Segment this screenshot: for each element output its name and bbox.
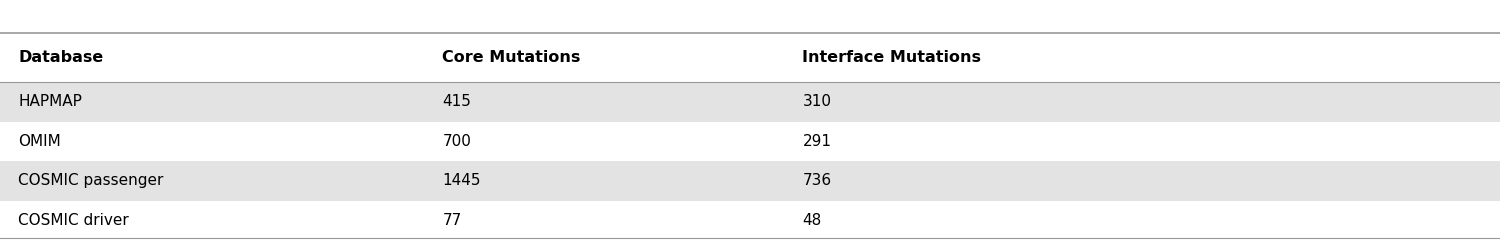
Text: Interface Mutations: Interface Mutations: [802, 50, 981, 66]
Text: Core Mutations: Core Mutations: [442, 50, 580, 66]
Text: 291: 291: [802, 134, 831, 149]
Text: COSMIC passenger: COSMIC passenger: [18, 173, 164, 188]
Text: 77: 77: [442, 213, 462, 228]
Text: 700: 700: [442, 134, 471, 149]
Text: HAPMAP: HAPMAP: [18, 94, 82, 109]
Text: 736: 736: [802, 173, 831, 188]
Text: 1445: 1445: [442, 173, 482, 188]
Text: Database: Database: [18, 50, 104, 66]
Text: COSMIC driver: COSMIC driver: [18, 213, 129, 228]
Text: 48: 48: [802, 213, 822, 228]
Text: 310: 310: [802, 94, 831, 109]
Text: 415: 415: [442, 94, 471, 109]
Bar: [0, 161, 1500, 200]
Text: OMIM: OMIM: [18, 134, 60, 149]
Bar: [0, 82, 1500, 121]
